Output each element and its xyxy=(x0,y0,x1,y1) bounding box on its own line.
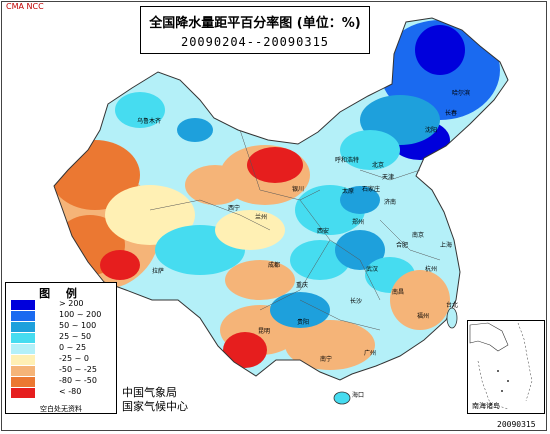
city-label: 贵阳 xyxy=(297,319,310,326)
city-label: 长沙 xyxy=(350,298,363,305)
legend-label: 25 ~ 50 xyxy=(59,332,92,341)
legend-label: 0 ~ 25 xyxy=(59,343,87,352)
agency-name-ncc: 国家气候中心 xyxy=(122,400,188,413)
city-label: 南京 xyxy=(412,232,425,239)
legend-item: -25 ~ 0 xyxy=(11,354,115,365)
legend-item: 0 ~ 25 xyxy=(11,343,115,354)
south-china-sea-inset: 南海诸岛 xyxy=(467,320,545,414)
legend-label: 50 ~ 100 xyxy=(59,321,97,330)
city-label: 哈尔滨 xyxy=(452,90,471,97)
city-label: 南昌 xyxy=(392,289,405,296)
legend-swatch xyxy=(11,322,35,332)
city-label: 成都 xyxy=(268,262,281,269)
city-label: 长春 xyxy=(445,110,458,117)
city-label: 杭州 xyxy=(425,266,438,273)
legend-swatch xyxy=(11,311,35,321)
map-title: 全国降水量距平百分率图 (单位：%) xyxy=(149,16,361,31)
city-label: 海口 xyxy=(352,392,365,399)
province-borders xyxy=(149,129,441,331)
city-label: 银川 xyxy=(292,186,305,193)
legend-label: -50 ~ -25 xyxy=(59,365,97,374)
city-label: 石家庄 xyxy=(362,186,381,193)
city-label: 南宁 xyxy=(320,356,333,363)
city-label: 西安 xyxy=(317,228,330,235)
legend-item: < -80 xyxy=(11,387,115,398)
legend-box: 图 例 > 200 100 ~ 200 50 ~ 100 25 ~ 50 0 ~… xyxy=(5,282,117,414)
city-label: 西宁 xyxy=(228,205,241,212)
legend-swatch xyxy=(11,344,35,354)
city-label: 台北 xyxy=(446,302,459,309)
legend-item: -50 ~ -25 xyxy=(11,365,115,376)
legend-label: < -80 xyxy=(59,387,82,396)
legend-item: 50 ~ 100 xyxy=(11,321,115,332)
legend-swatch xyxy=(11,333,35,343)
city-label: 重庆 xyxy=(296,282,309,289)
taiwan-island xyxy=(446,307,458,329)
legend-item: 25 ~ 50 xyxy=(11,332,115,343)
legend-title: 图 例 xyxy=(39,287,83,300)
city-label: 上海 xyxy=(440,242,453,249)
city-label: 昆明 xyxy=(258,328,271,335)
china-border xyxy=(53,17,509,381)
agency-code-label: CMA NCC xyxy=(6,2,44,11)
city-label: 福州 xyxy=(417,313,430,320)
city-label: 郑州 xyxy=(352,219,365,226)
city-label: 广州 xyxy=(364,350,377,357)
city-label: 武汉 xyxy=(366,266,379,273)
city-label: 兰州 xyxy=(255,214,268,221)
legend-note: 空白处无资料 xyxy=(40,405,82,413)
inset-map xyxy=(469,322,533,410)
legend-label: -80 ~ -50 xyxy=(59,376,97,385)
legend-label: 100 ~ 200 xyxy=(59,310,102,319)
city-label: 天津 xyxy=(382,174,395,181)
city-label: 沈阳 xyxy=(425,127,438,134)
legend-swatch xyxy=(11,388,35,398)
legend-item: -80 ~ -50 xyxy=(11,376,115,387)
date-stamp: 20090315 xyxy=(497,420,536,429)
city-label: 乌鲁木齐 xyxy=(137,118,162,125)
city-label: 太原 xyxy=(342,188,355,195)
city-label: 济南 xyxy=(384,199,397,206)
agency-block: 中国气象局 国家气候中心 xyxy=(122,386,188,414)
legend-label: > 200 xyxy=(59,299,84,308)
period-label: 20090204--20090315 xyxy=(180,35,330,49)
title-box: 全国降水量距平百分率图 (单位：%) 20090204--20090315 xyxy=(140,6,370,54)
inset-label: 南海诸岛 xyxy=(472,402,500,410)
legend-swatch xyxy=(11,355,35,365)
hainan-island xyxy=(333,391,351,405)
legend-item: 100 ~ 200 xyxy=(11,310,115,321)
city-label: 北京 xyxy=(372,162,385,169)
legend-swatch xyxy=(11,366,35,376)
legend-item: > 200 xyxy=(11,299,115,310)
city-label: 合肥 xyxy=(396,242,409,249)
city-label: 拉萨 xyxy=(152,268,165,275)
agency-name-cma: 中国气象局 xyxy=(122,386,177,399)
legend-swatch xyxy=(11,377,35,387)
legend-swatch xyxy=(11,300,35,310)
city-label: 呼和浩特 xyxy=(335,157,360,164)
legend-label: -25 ~ 0 xyxy=(59,354,89,363)
